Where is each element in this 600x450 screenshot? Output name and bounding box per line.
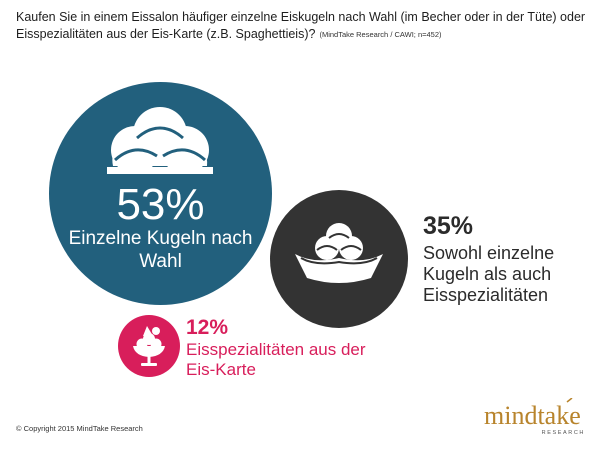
logo-wordmark: mindtake — [484, 401, 581, 430]
copyright-text: © Copyright 2015 MindTake Research — [16, 424, 143, 433]
question-text: Kaufen Sie in einem Eissalon häufiger ei… — [16, 10, 586, 41]
bubble-single-scoops-fill — [49, 82, 272, 305]
bubble-single-scoops: 53% Einzelne Kugeln nach Wahl — [49, 82, 272, 305]
mindtake-logo-graphic: mindtake RESEARCH — [484, 397, 585, 436]
ice-cream-bowl-icon — [295, 223, 383, 283]
bubble-single-scoops-circle — [49, 82, 272, 305]
value-label-both: 35% — [423, 212, 474, 240]
bubble-both — [270, 190, 408, 328]
source-note: (MindTake Research / CAWI; n=452) — [319, 30, 442, 39]
category-label-specialties: Eisspezialitäten aus der Eis-Karte — [186, 340, 366, 379]
ice-cream-sundae-icon — [133, 326, 165, 366]
value-label-single-scoops: 53% — [116, 180, 205, 229]
mindtake-logo: mindtake RESEARCH — [482, 397, 590, 438]
value-label-specialties: 12% — [186, 316, 229, 339]
category-label-single-scoops: Einzelne Kugeln nach Wahl — [68, 228, 253, 272]
survey-question: Kaufen Sie in einem Eissalon häufiger ei… — [16, 9, 588, 43]
ice-cream-scoops-icon — [107, 107, 213, 174]
bubble-specialties — [118, 315, 180, 377]
category-label-both: Sowohl einzelne Kugeln als auch Eisspezi… — [423, 243, 555, 305]
logo-accent-icon — [566, 397, 573, 403]
logo-subtext: RESEARCH — [542, 430, 585, 436]
